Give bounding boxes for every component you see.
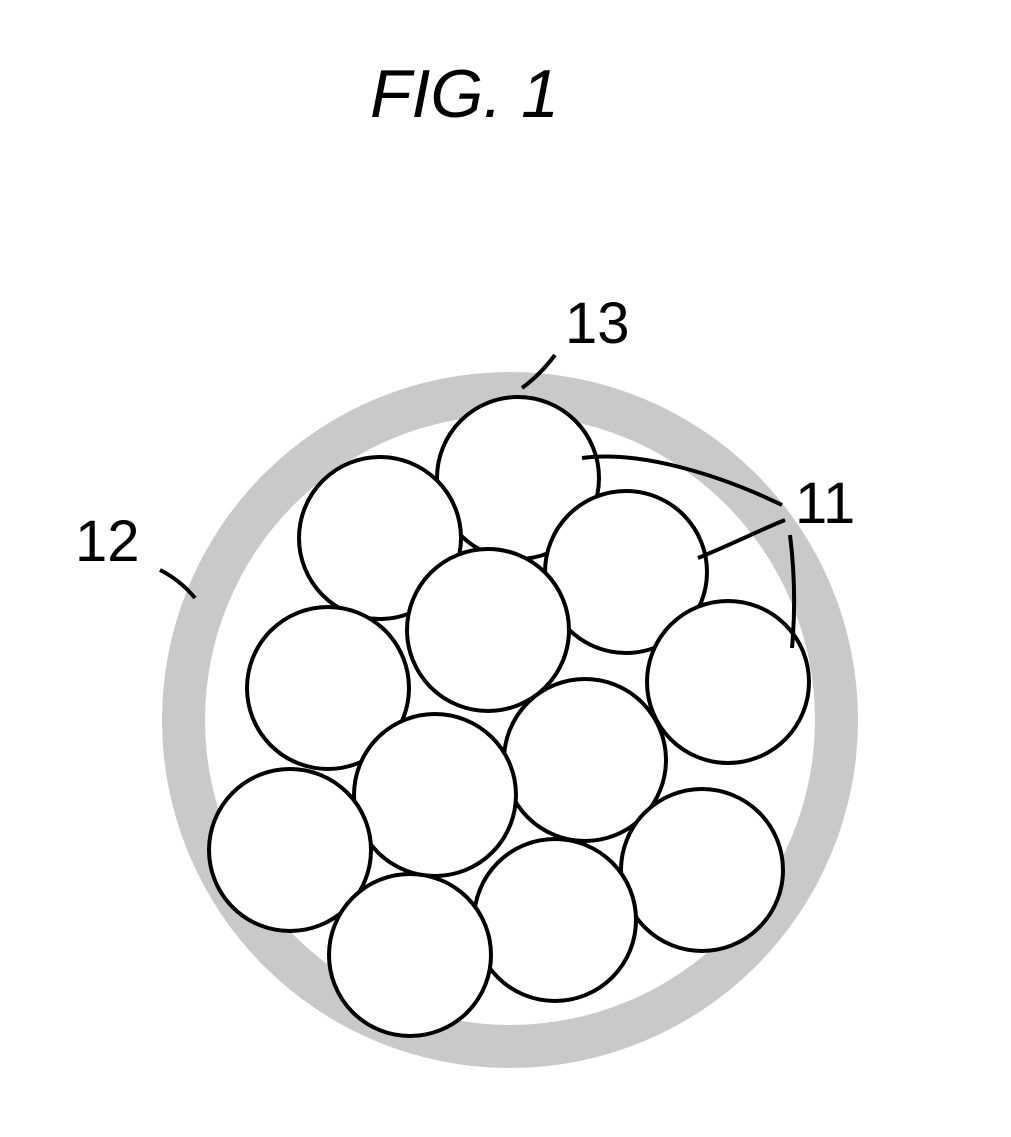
inner-circle [354, 714, 516, 876]
inner-circle [407, 549, 569, 711]
figure-container: FIG. 1 13 12 11 [0, 0, 1011, 1137]
diagram-svg [0, 0, 1011, 1137]
label-12: 12 [75, 508, 140, 575]
inner-circle [329, 874, 491, 1036]
inner-circle [647, 601, 809, 763]
inner-circle [621, 789, 783, 951]
label-11: 11 [795, 470, 855, 537]
label-13: 13 [565, 290, 630, 357]
inner-circle [474, 839, 636, 1001]
